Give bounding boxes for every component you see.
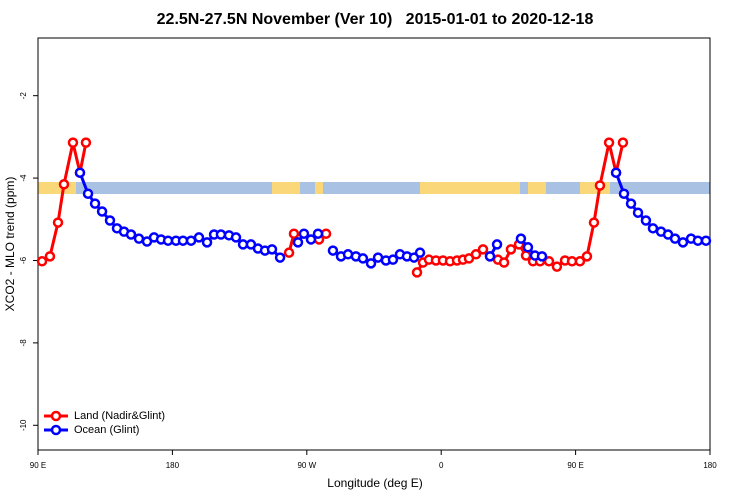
data-point bbox=[82, 188, 94, 199]
data-point bbox=[617, 137, 629, 148]
data-point bbox=[357, 253, 369, 264]
x-axis-label: Longitude (deg E) bbox=[327, 476, 422, 490]
data-point bbox=[36, 256, 48, 267]
data-point bbox=[522, 242, 534, 253]
data-point bbox=[193, 232, 205, 243]
x-tick-label: 90 E bbox=[567, 461, 583, 470]
data-point bbox=[700, 235, 712, 246]
data-point bbox=[177, 235, 189, 246]
data-point bbox=[387, 254, 399, 265]
data-point bbox=[288, 228, 300, 239]
legend-label: Land (Nadir&Glint) bbox=[74, 410, 165, 422]
data-point bbox=[327, 245, 339, 256]
data-point bbox=[201, 237, 213, 248]
chart-title: 22.5N-27.5N November (Ver 10) 2015-01-01… bbox=[157, 11, 594, 28]
data-point bbox=[96, 206, 108, 217]
data-point bbox=[477, 244, 489, 255]
data-point bbox=[588, 217, 600, 228]
data-point bbox=[515, 233, 527, 244]
data-point bbox=[266, 244, 278, 255]
data-point bbox=[551, 261, 563, 272]
series bbox=[36, 137, 629, 278]
data-point bbox=[104, 215, 116, 226]
data-point bbox=[498, 257, 510, 268]
data-point bbox=[283, 247, 295, 258]
data-point bbox=[484, 251, 496, 262]
data-point bbox=[543, 256, 555, 267]
series-line bbox=[415, 141, 625, 274]
legend-marker bbox=[50, 410, 62, 422]
data-point bbox=[292, 237, 304, 248]
data-point bbox=[133, 233, 145, 244]
data-point bbox=[647, 223, 659, 234]
data-point bbox=[640, 215, 652, 226]
y-tick-label: -4 bbox=[19, 174, 28, 182]
data-point bbox=[125, 229, 137, 240]
data-point bbox=[603, 137, 615, 148]
map-strip bbox=[38, 182, 710, 194]
data-point bbox=[52, 217, 64, 228]
data-point bbox=[618, 188, 630, 199]
data-point bbox=[692, 235, 704, 246]
x-tick-label: 180 bbox=[166, 461, 180, 470]
y-tick-label: -10 bbox=[19, 419, 28, 431]
y-axis-label: XCO2 - MLO trend (ppm) bbox=[3, 177, 17, 312]
y-tick-label: -8 bbox=[19, 339, 28, 347]
data-point bbox=[298, 228, 310, 239]
y-tick-label: -2 bbox=[19, 92, 28, 100]
data-point bbox=[365, 258, 377, 269]
data-point bbox=[67, 137, 79, 148]
data-point bbox=[625, 198, 637, 209]
data-point bbox=[44, 251, 56, 262]
data-point bbox=[305, 234, 317, 245]
data-point bbox=[215, 229, 227, 240]
legend-label: Ocean (Glint) bbox=[74, 424, 139, 436]
data-point bbox=[470, 249, 482, 260]
y-tick-label: -6 bbox=[19, 256, 28, 264]
data-point bbox=[581, 251, 593, 262]
data-point bbox=[594, 180, 606, 191]
series bbox=[74, 167, 712, 269]
data-point bbox=[320, 228, 332, 239]
data-point bbox=[230, 232, 242, 243]
data-point bbox=[80, 137, 92, 148]
data-point bbox=[74, 167, 86, 178]
plot-frame bbox=[37, 37, 711, 451]
data-point bbox=[632, 207, 644, 218]
x-tick-label: 90 W bbox=[297, 461, 316, 470]
data-point bbox=[505, 244, 517, 255]
data-point bbox=[491, 239, 503, 250]
data-point bbox=[274, 252, 286, 263]
x-tick-label: 90 E bbox=[30, 461, 46, 470]
x-tick-label: 0 bbox=[439, 461, 444, 470]
series-line bbox=[41, 141, 88, 263]
data-point bbox=[411, 267, 423, 278]
data-point bbox=[414, 247, 426, 258]
data-point bbox=[574, 256, 586, 267]
legend-marker bbox=[50, 424, 62, 436]
data-point bbox=[312, 228, 324, 239]
data-point bbox=[58, 179, 70, 190]
data-point bbox=[669, 233, 681, 244]
data-point bbox=[677, 237, 689, 248]
x-tick-label: 180 bbox=[703, 461, 717, 470]
data-point bbox=[89, 198, 101, 209]
data-point bbox=[610, 167, 622, 178]
data-point bbox=[536, 251, 548, 262]
